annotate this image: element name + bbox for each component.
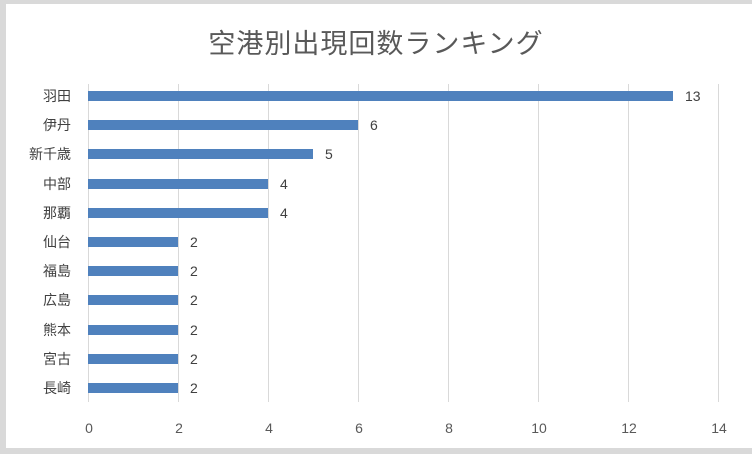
x-tick-label: 6 [355,420,363,436]
category-label: 伊丹 [43,118,71,135]
data-label: 2 [190,263,198,280]
category-label: 新千歳 [29,147,71,164]
bar [88,383,178,393]
data-label: 2 [190,350,198,367]
category-label: 長崎 [43,381,71,397]
bar [88,91,673,101]
x-tick-label: 2 [175,420,183,436]
category-label: 熊本 [43,322,71,339]
category-label: 羽田 [43,89,71,105]
bar [88,353,178,364]
category-label: 福島 [43,264,71,281]
data-label: 4 [280,175,288,192]
x-tick-label: 14 [711,420,727,436]
data-label: 2 [190,234,198,250]
x-tick-label: 12 [621,420,637,436]
gridline [538,84,539,402]
bar [88,295,178,306]
category-label: 広島 [43,293,71,310]
bar [88,324,178,335]
bar [88,149,313,160]
gridline [718,84,719,402]
bar [88,207,268,218]
gridline [268,84,269,402]
data-label: 2 [190,380,198,396]
chart-title: 空港別出現回数ランキング [208,29,544,60]
bar [88,178,268,189]
data-label: 4 [280,204,288,221]
chart-area [6,4,752,448]
x-tick-label: 8 [445,420,453,436]
category-label: 宮古 [43,351,71,368]
category-label: 中部 [43,176,71,193]
data-label: 5 [325,146,333,163]
gridline [628,84,629,402]
gridline [178,84,179,402]
gridline [358,84,359,402]
x-tick-label: 0 [85,420,93,436]
data-label: 2 [190,321,198,338]
gridline [448,84,449,402]
category-label: 那覇 [43,205,71,222]
category-label: 仙台 [43,235,71,251]
data-label: 13 [685,88,701,104]
bar [88,237,178,247]
data-label: 2 [190,292,198,309]
bar [88,266,178,277]
x-tick-label: 10 [531,420,547,436]
bar [88,120,358,131]
x-tick-label: 4 [265,420,273,436]
data-label: 6 [370,117,378,134]
